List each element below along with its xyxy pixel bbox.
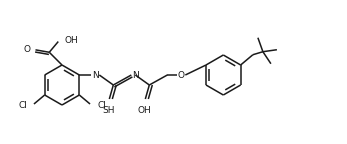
Text: Cl: Cl bbox=[97, 102, 106, 110]
Text: O: O bbox=[24, 45, 31, 54]
Text: N: N bbox=[132, 71, 139, 79]
Text: Cl: Cl bbox=[18, 102, 27, 110]
Text: O: O bbox=[178, 71, 185, 79]
Text: OH: OH bbox=[64, 36, 78, 45]
Text: SH: SH bbox=[102, 106, 115, 115]
Text: N: N bbox=[92, 71, 99, 79]
Text: OH: OH bbox=[137, 106, 151, 115]
